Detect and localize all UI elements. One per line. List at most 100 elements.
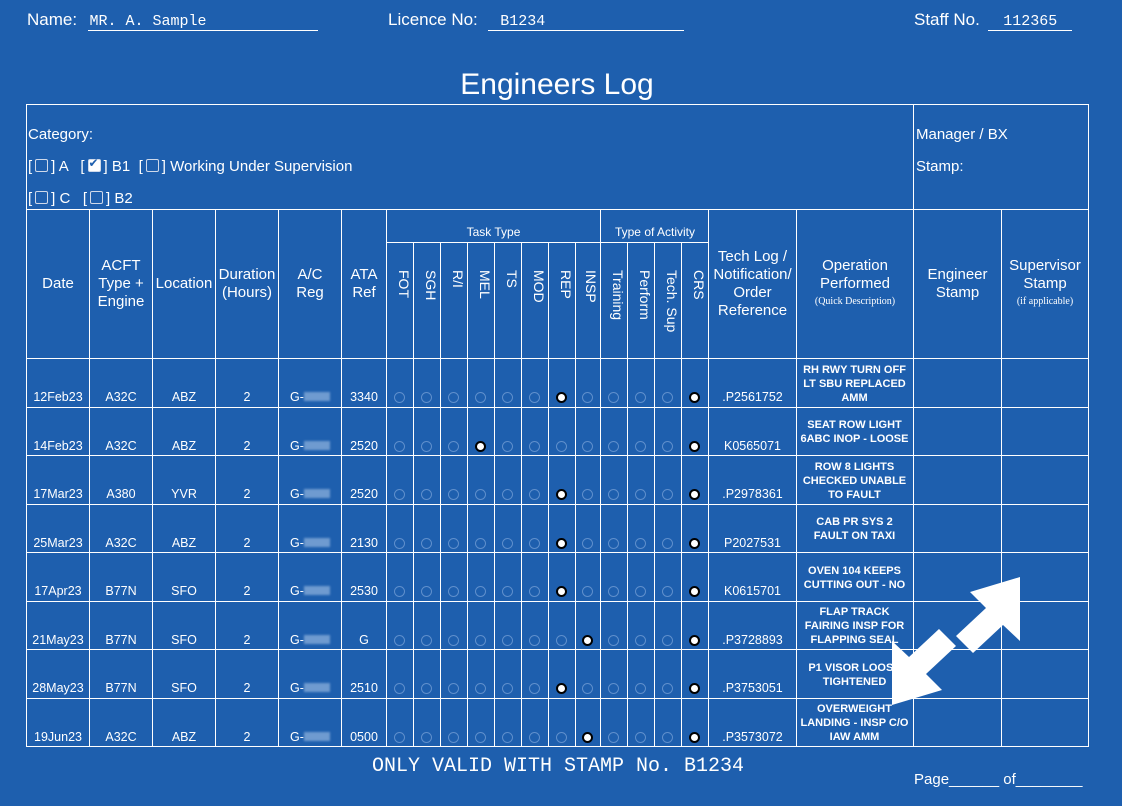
radio-insp[interactable]	[582, 586, 593, 597]
radio-perform[interactable]	[635, 634, 646, 646]
radio-ts[interactable]	[502, 683, 513, 694]
radio-insp[interactable]	[582, 440, 593, 452]
radio-training[interactable]	[608, 634, 619, 646]
radio-ri[interactable]	[448, 731, 459, 743]
radio-perform[interactable]	[635, 489, 646, 500]
radio-rep[interactable]	[556, 683, 567, 694]
radio-mel[interactable]	[475, 683, 486, 694]
radio-rep[interactable]	[556, 634, 567, 646]
radio-sgh[interactable]	[421, 586, 432, 597]
radio-insp[interactable]	[582, 392, 593, 403]
radio-ri[interactable]	[448, 440, 459, 452]
radio-crs[interactable]	[689, 537, 700, 549]
radio-training[interactable]	[608, 392, 619, 403]
radio-perform[interactable]	[635, 586, 646, 597]
expand-arrows-icon[interactable]	[890, 575, 1025, 710]
category-b2-checkbox[interactable]	[90, 191, 104, 204]
radio-mod[interactable]	[529, 537, 540, 549]
radio-rep[interactable]	[556, 537, 567, 549]
radio-ts[interactable]	[502, 489, 513, 500]
radio-fot[interactable]	[394, 537, 405, 549]
radio-sgh[interactable]	[421, 489, 432, 500]
category-b1-checkbox[interactable]	[87, 156, 101, 172]
radio-techsup[interactable]	[662, 683, 673, 694]
radio-insp[interactable]	[582, 731, 593, 743]
radio-ri[interactable]	[448, 537, 459, 549]
radio-mel[interactable]	[475, 731, 486, 743]
category-a-checkbox[interactable]	[35, 159, 49, 172]
radio-crs[interactable]	[689, 489, 700, 500]
radio-crs[interactable]	[689, 440, 700, 452]
radio-training[interactable]	[608, 440, 619, 452]
radio-mel[interactable]	[475, 392, 486, 403]
radio-rep[interactable]	[556, 440, 567, 452]
radio-ri[interactable]	[448, 634, 459, 646]
radio-mod[interactable]	[529, 731, 540, 743]
radio-sgh[interactable]	[421, 634, 432, 646]
radio-perform[interactable]	[635, 731, 646, 743]
radio-ts[interactable]	[502, 586, 513, 597]
radio-mod[interactable]	[529, 634, 540, 646]
radio-rep[interactable]	[556, 731, 567, 743]
radio-mod[interactable]	[529, 683, 540, 694]
radio-mel[interactable]	[475, 586, 486, 597]
radio-mod[interactable]	[529, 392, 540, 403]
radio-rep[interactable]	[556, 586, 567, 597]
radio-insp[interactable]	[582, 683, 593, 694]
radio-perform[interactable]	[635, 683, 646, 694]
radio-rep[interactable]	[556, 392, 567, 403]
radio-insp[interactable]	[582, 537, 593, 549]
radio-insp[interactable]	[582, 634, 593, 646]
radio-ts[interactable]	[502, 731, 513, 743]
radio-ri[interactable]	[448, 586, 459, 597]
radio-mod[interactable]	[529, 440, 540, 452]
radio-fot[interactable]	[394, 586, 405, 597]
radio-sgh[interactable]	[421, 392, 432, 403]
radio-crs[interactable]	[689, 634, 700, 646]
radio-techsup[interactable]	[662, 586, 673, 597]
radio-fot[interactable]	[394, 489, 405, 500]
radio-ri[interactable]	[448, 489, 459, 500]
radio-techsup[interactable]	[662, 537, 673, 549]
radio-ts[interactable]	[502, 440, 513, 452]
radio-insp[interactable]	[582, 489, 593, 500]
radio-mod[interactable]	[529, 586, 540, 597]
radio-rep[interactable]	[556, 489, 567, 500]
radio-sgh[interactable]	[421, 440, 432, 452]
radio-training[interactable]	[608, 683, 619, 694]
radio-perform[interactable]	[635, 440, 646, 452]
radio-crs[interactable]	[689, 392, 700, 403]
radio-perform[interactable]	[635, 392, 646, 403]
radio-training[interactable]	[608, 489, 619, 500]
radio-fot[interactable]	[394, 440, 405, 452]
radio-mel[interactable]	[475, 489, 486, 500]
radio-crs[interactable]	[689, 586, 700, 597]
radio-fot[interactable]	[394, 731, 405, 743]
category-wus-checkbox[interactable]	[145, 159, 159, 172]
radio-training[interactable]	[608, 731, 619, 743]
radio-sgh[interactable]	[421, 731, 432, 743]
radio-mel[interactable]	[475, 634, 486, 646]
radio-crs[interactable]	[689, 683, 700, 694]
radio-techsup[interactable]	[662, 392, 673, 403]
category-c-checkbox[interactable]	[35, 191, 49, 204]
radio-crs[interactable]	[689, 731, 700, 743]
radio-fot[interactable]	[394, 683, 405, 694]
radio-mel[interactable]	[475, 537, 486, 549]
radio-sgh[interactable]	[421, 683, 432, 694]
radio-fot[interactable]	[394, 634, 405, 646]
radio-techsup[interactable]	[662, 489, 673, 500]
radio-techsup[interactable]	[662, 634, 673, 646]
radio-ts[interactable]	[502, 634, 513, 646]
radio-training[interactable]	[608, 586, 619, 597]
radio-ts[interactable]	[502, 537, 513, 549]
radio-mel[interactable]	[475, 440, 486, 452]
radio-sgh[interactable]	[421, 537, 432, 549]
radio-ri[interactable]	[448, 683, 459, 694]
radio-fot[interactable]	[394, 392, 405, 403]
radio-ts[interactable]	[502, 392, 513, 403]
radio-mod[interactable]	[529, 489, 540, 500]
radio-techsup[interactable]	[662, 731, 673, 743]
radio-ri[interactable]	[448, 392, 459, 403]
radio-training[interactable]	[608, 537, 619, 549]
